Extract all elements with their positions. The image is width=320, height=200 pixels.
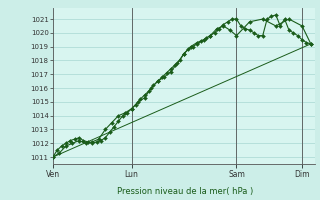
Text: Pression niveau de la mer( hPa ): Pression niveau de la mer( hPa ) [117, 187, 254, 196]
